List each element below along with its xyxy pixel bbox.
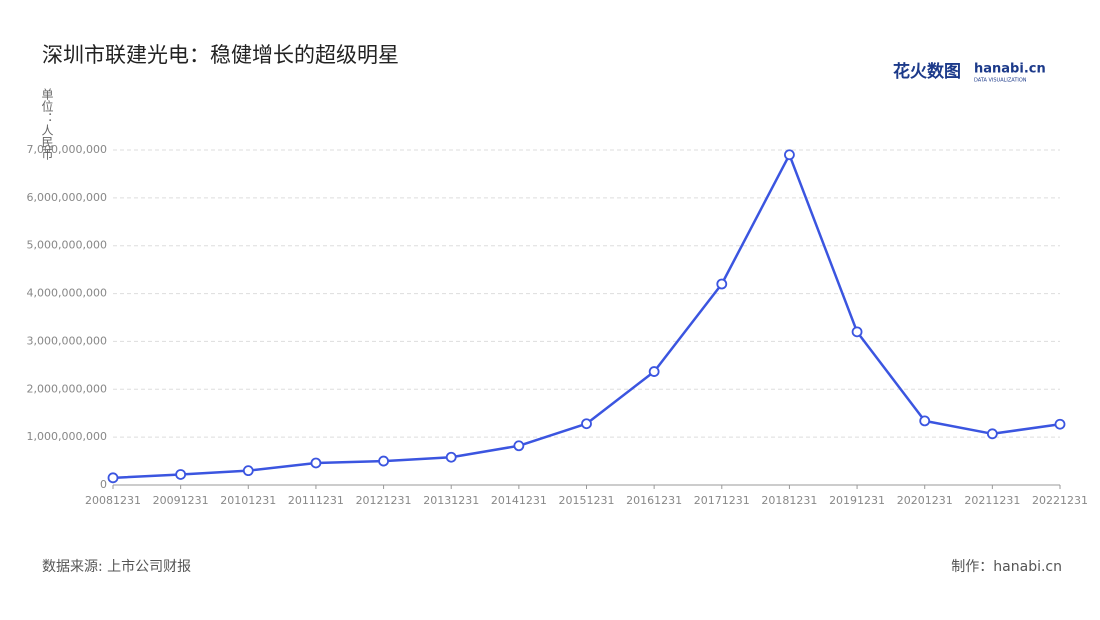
point (1054, 418, 1066, 430)
point (242, 465, 254, 477)
x-tick-label: 20131231 (423, 494, 479, 507)
x-tick-label: 20141231 (491, 494, 547, 507)
x-tick-label: 20151231 (559, 494, 615, 507)
y-axis-label: 单位：人民币 (40, 88, 54, 160)
point (648, 366, 660, 377)
y-tick-label: 3,000,000,000 (27, 334, 107, 347)
point (513, 440, 525, 452)
point (581, 418, 592, 430)
y-tick-label: 2,000,000,000 (27, 382, 107, 395)
x-tick-label: 20181231 (761, 494, 817, 507)
y-tick-label: 4,000,000,000 (27, 287, 107, 300)
y-tick-label: 5,000,000,000 (27, 239, 107, 252)
logo-tagline: DATA VISUALIZATION (974, 78, 1027, 84)
x-tick-label: 20091231 (153, 494, 209, 507)
logo-brand: 花火数图 (893, 61, 961, 82)
point (107, 472, 119, 484)
point (851, 326, 863, 338)
logo-site: hanabi.cn (974, 62, 1046, 77)
x-tick-label: 20121231 (356, 494, 412, 507)
point (716, 278, 728, 290)
x-tick-label: 20171231 (694, 494, 750, 507)
x-tick-label: 20221231 (1032, 494, 1088, 507)
x-tick-label: 20211231 (964, 494, 1020, 507)
x-tick-label: 20201231 (897, 494, 953, 507)
source: 数据来源: 上市公司财报 (42, 558, 191, 575)
chart-title: 深圳市联建光电：稳健增长的超级明星 (42, 43, 399, 67)
point (378, 455, 389, 467)
x-tick-label: 20161231 (626, 494, 682, 507)
x-tick-label: 20081231 (85, 494, 141, 507)
y-tick-label: 1,000,000,000 (27, 430, 107, 443)
point (986, 428, 998, 440)
point (784, 149, 795, 161)
x-tick-label: 20191231 (829, 494, 885, 507)
x-tick-label: 20111231 (288, 494, 344, 507)
point (919, 415, 931, 427)
point (175, 469, 187, 480)
y-tick-label: 0 (100, 478, 107, 491)
point (310, 457, 322, 469)
point (445, 451, 457, 463)
line (112, 153, 1061, 480)
y-tick-label: 6,000,000,000 (27, 191, 107, 204)
y-tick-label: 7,000,000,000 (27, 143, 107, 156)
credit: 制作：hanabi.cn (951, 559, 1062, 575)
x-tick-label: 20101231 (220, 494, 276, 507)
